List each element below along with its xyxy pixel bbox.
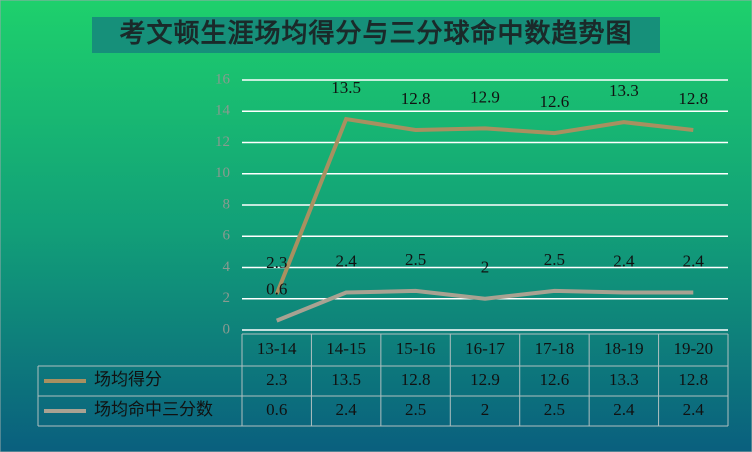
table-value: 13.3 xyxy=(609,370,639,389)
table-value: 2.5 xyxy=(405,400,426,419)
x-tick-label: 17-18 xyxy=(535,339,575,358)
table-value: 0.6 xyxy=(266,400,287,419)
table-value: 2.5 xyxy=(544,400,565,419)
title-box xyxy=(92,17,660,53)
chart-title: 考文顿生涯场均得分与三分球命中数趋势图 xyxy=(119,18,632,48)
y-tick-label: 4 xyxy=(223,259,231,275)
y-tick-label: 0 xyxy=(223,321,231,337)
table-value: 12.9 xyxy=(470,370,500,389)
x-tick-label: 14-15 xyxy=(326,339,366,358)
table-value: 12.8 xyxy=(401,370,431,389)
y-tick-label: 12 xyxy=(215,134,230,150)
y-tick-label: 2 xyxy=(223,290,231,306)
series-line xyxy=(275,288,694,323)
data-label: 2.5 xyxy=(405,250,426,269)
data-label: 2.4 xyxy=(336,251,358,270)
data-label: 12.8 xyxy=(678,89,708,108)
series-line xyxy=(274,116,694,295)
table-value: 2.4 xyxy=(683,400,705,419)
x-tick-label: 18-19 xyxy=(604,339,644,358)
table-value: 13.5 xyxy=(331,370,361,389)
y-tick-label: 14 xyxy=(215,103,231,119)
x-tick-label: 15-16 xyxy=(396,339,436,358)
data-label: 2 xyxy=(481,258,490,277)
data-label: 0.6 xyxy=(266,280,287,299)
y-tick-label: 16 xyxy=(215,71,231,87)
table-value: 2.4 xyxy=(613,400,635,419)
legend-label: 场均得分 xyxy=(94,370,162,389)
data-label: 2.4 xyxy=(683,251,705,270)
data-label: 2.4 xyxy=(613,251,635,270)
data-label: 13.5 xyxy=(331,78,361,97)
data-label: 12.6 xyxy=(540,92,570,111)
legend-label: 场均命中三分数 xyxy=(94,400,213,419)
table-value: 2.3 xyxy=(266,370,287,389)
data-label: 13.3 xyxy=(609,81,639,100)
table-value: 2.4 xyxy=(336,400,358,419)
y-tick-label: 10 xyxy=(215,165,230,181)
data-label: 12.9 xyxy=(470,87,500,106)
table-value: 12.6 xyxy=(540,370,570,389)
data-label: 2.3 xyxy=(266,253,287,272)
table-value: 12.8 xyxy=(678,370,708,389)
data-label: 12.8 xyxy=(401,89,431,108)
y-tick-label: 6 xyxy=(223,228,231,244)
y-tick-label: 8 xyxy=(223,196,231,212)
data-label: 2.5 xyxy=(544,250,565,269)
x-tick-label: 16-17 xyxy=(465,339,505,358)
table-value: 2 xyxy=(481,400,490,419)
x-tick-label: 13-14 xyxy=(257,339,297,358)
x-tick-label: 19-20 xyxy=(673,339,713,358)
